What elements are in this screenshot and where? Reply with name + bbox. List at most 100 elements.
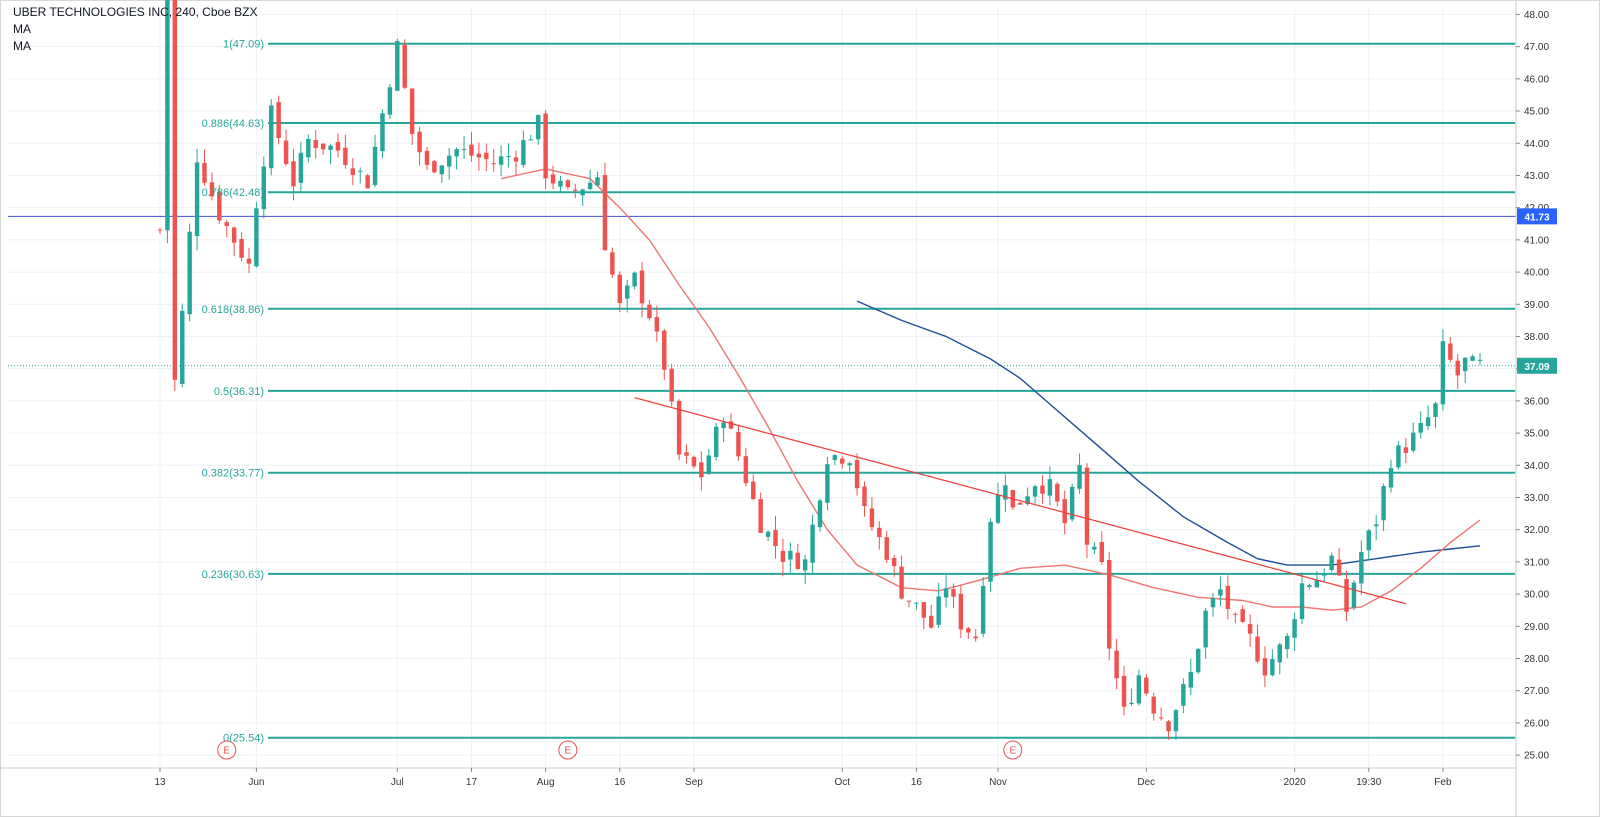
earnings-marker xyxy=(1003,740,1023,760)
candle-body xyxy=(387,87,393,115)
candle-body xyxy=(1403,447,1409,453)
moving-average-fast xyxy=(500,168,1481,611)
price-tick-label: 47.00 xyxy=(1524,42,1549,53)
candle-body xyxy=(1314,579,1320,588)
candle-body xyxy=(1322,573,1327,576)
ma-slow-line xyxy=(856,300,1481,566)
candle-body xyxy=(802,559,808,571)
candle-body xyxy=(372,146,378,186)
horizontal-line xyxy=(8,215,1516,367)
candle-body xyxy=(1195,648,1201,673)
candle-body xyxy=(550,174,556,184)
ma-fast-line xyxy=(500,168,1481,611)
candle-body xyxy=(439,165,445,175)
symbol-title[interactable]: UBER TECHNOLOGIES INC, 240, Cboe BZX xyxy=(13,5,258,19)
candle-body xyxy=(246,258,252,264)
candle-body xyxy=(587,182,593,189)
time-tick-label: Sep xyxy=(685,777,703,788)
time-tick-label: 17 xyxy=(466,777,478,788)
candle-body xyxy=(291,161,296,187)
price-tick-label: 26.00 xyxy=(1524,718,1549,729)
ma-indicator-label-2[interactable]: MA xyxy=(13,39,31,53)
candle-body xyxy=(662,330,667,370)
candle-body xyxy=(1336,559,1342,576)
candle-body xyxy=(810,524,815,563)
candle-body xyxy=(847,463,852,466)
price-tick-label: 25.00 xyxy=(1524,751,1549,762)
fib-level-label: 0.382(33.77) xyxy=(202,468,264,480)
candle-body xyxy=(1373,524,1379,527)
candle-body xyxy=(1136,675,1142,704)
candle-body xyxy=(1388,468,1394,488)
hline-price-badge xyxy=(1517,208,1557,225)
candle-body xyxy=(1307,585,1312,588)
time-tick-label: Aug xyxy=(537,777,555,788)
price-tick-label: 35.00 xyxy=(1524,429,1549,440)
fib-level-label: 1(47.09) xyxy=(223,39,264,51)
candle-body xyxy=(1032,486,1038,497)
candle-body xyxy=(958,593,964,630)
time-tick-label: 16 xyxy=(614,777,626,788)
candle-body xyxy=(1411,432,1416,451)
price-tick-label: 39.00 xyxy=(1524,300,1549,311)
candle-body xyxy=(773,530,778,547)
candle-body xyxy=(528,139,534,141)
candle-body xyxy=(1284,635,1290,650)
time-tick-label: Feb xyxy=(1434,777,1452,788)
candle-body xyxy=(1077,465,1082,489)
candle-body xyxy=(573,189,578,191)
price-tick-label: 29.00 xyxy=(1524,622,1549,633)
candle-body xyxy=(187,231,192,315)
candle-body xyxy=(869,508,875,528)
price-tick-label: 40.00 xyxy=(1524,268,1549,279)
candle-body xyxy=(765,531,771,537)
candle-body xyxy=(543,113,548,179)
time-tick-label: 16 xyxy=(911,777,923,788)
candle-body xyxy=(921,602,927,618)
candle-body xyxy=(617,274,622,304)
last-price-badge xyxy=(1517,357,1557,374)
time-tick-label: 2020 xyxy=(1283,777,1306,788)
candle-body xyxy=(758,499,763,533)
candle-body xyxy=(417,131,422,153)
candle-body xyxy=(306,138,311,158)
candle-body xyxy=(647,304,652,319)
moving-average-slow xyxy=(856,300,1481,566)
candle-body xyxy=(1351,582,1357,608)
candle-body xyxy=(1121,675,1127,707)
candle-body xyxy=(706,455,711,474)
candle-body xyxy=(936,596,941,625)
candle-body xyxy=(1462,357,1468,372)
candle-body xyxy=(1218,589,1223,596)
candle-body xyxy=(1040,485,1045,494)
earnings-marker xyxy=(217,740,237,760)
candle-body xyxy=(365,175,370,189)
candle-body xyxy=(1344,579,1349,612)
candle-body xyxy=(461,149,467,151)
candle-body xyxy=(788,550,793,560)
candle-body xyxy=(358,170,363,172)
candle-body xyxy=(1277,644,1282,663)
candle-body xyxy=(1055,483,1060,502)
trendline-segment xyxy=(634,397,1406,605)
candle-body xyxy=(1418,422,1423,433)
candle-body xyxy=(884,537,889,560)
candle-body xyxy=(254,208,259,267)
candle-body xyxy=(854,460,860,489)
candle-body xyxy=(1158,717,1164,719)
candle-body xyxy=(1455,360,1460,376)
time-tick-label: Jul xyxy=(391,777,404,788)
candle-body xyxy=(217,191,222,221)
candle-body xyxy=(1477,359,1483,361)
time-tick-label: 19:30 xyxy=(1356,777,1381,788)
earnings-marker-label: E xyxy=(565,746,572,757)
candle-body xyxy=(602,175,608,251)
candle-body xyxy=(1188,672,1194,688)
candle-body xyxy=(980,585,986,634)
candle-body xyxy=(1440,341,1446,405)
candle-body xyxy=(1173,710,1179,732)
candle-body xyxy=(506,156,511,158)
candle-body xyxy=(699,462,704,478)
ma-indicator-label-1[interactable]: MA xyxy=(13,22,31,36)
